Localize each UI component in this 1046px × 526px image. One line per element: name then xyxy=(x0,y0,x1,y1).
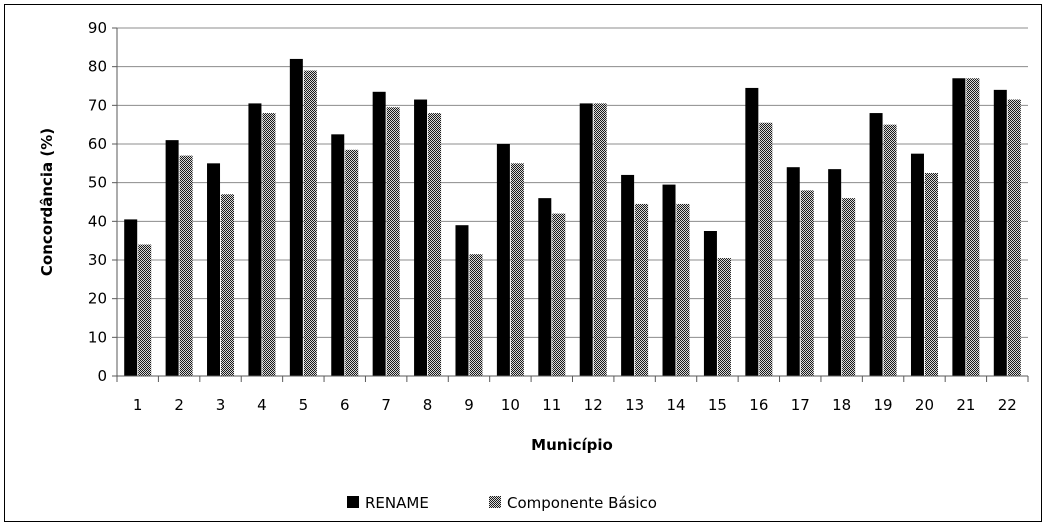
x-tick-label: 9 xyxy=(464,396,474,414)
y-tick-label: 90 xyxy=(88,19,107,37)
x-tick-label: 16 xyxy=(749,396,768,414)
x-tick-label: 8 xyxy=(423,396,433,414)
y-tick-label: 80 xyxy=(88,58,107,76)
x-tick-label: 18 xyxy=(832,396,851,414)
bar-componente-basico xyxy=(303,70,317,377)
bar-rename xyxy=(662,184,676,376)
bar-componente-basico xyxy=(635,203,649,376)
bar-rename xyxy=(952,78,966,377)
bar-rename xyxy=(414,99,428,377)
bar-componente-basico xyxy=(138,244,152,376)
y-tick-label: 10 xyxy=(88,328,107,346)
x-tick-label: 13 xyxy=(625,396,644,414)
bar-rename xyxy=(124,219,138,376)
y-tick-label: 30 xyxy=(88,251,107,269)
bar-componente-basico xyxy=(800,190,814,376)
bar-rename xyxy=(538,198,552,376)
y-axis-title: Concordância (%) xyxy=(38,128,56,276)
bar-componente-basico xyxy=(759,122,773,376)
bar-rename xyxy=(745,87,759,376)
bar-rename xyxy=(993,89,1007,376)
x-tick-label: 5 xyxy=(299,396,309,414)
y-tick-label: 70 xyxy=(88,96,107,114)
bar-componente-basico xyxy=(593,103,607,377)
bar-componente-basico xyxy=(676,203,690,376)
bar-rename xyxy=(289,58,303,376)
x-tick-label: 14 xyxy=(666,396,685,414)
x-tick-label: 7 xyxy=(381,396,391,414)
bar-rename xyxy=(331,134,345,376)
bar-componente-basico xyxy=(842,198,856,376)
y-tick-label: 60 xyxy=(88,135,107,153)
legend: RENAME Componente Básico xyxy=(347,494,657,512)
legend-swatch-componente-basico xyxy=(489,496,501,508)
x-axis-title: Município xyxy=(531,436,613,454)
legend-label-rename: RENAME xyxy=(365,494,429,512)
x-tick-label: 2 xyxy=(174,396,184,414)
legend-swatch-rename xyxy=(347,496,359,508)
bar-rename xyxy=(828,169,842,376)
bar-componente-basico xyxy=(510,163,524,376)
x-tick-label: 15 xyxy=(708,396,727,414)
bar-componente-basico xyxy=(221,194,235,376)
bar-componente-basico xyxy=(883,124,897,377)
y-tick-label: 20 xyxy=(88,290,107,308)
x-tick-label: 3 xyxy=(216,396,226,414)
bar-rename xyxy=(496,144,510,376)
bar-componente-basico xyxy=(717,258,731,376)
bar-rename xyxy=(910,153,924,376)
bar-componente-basico xyxy=(924,173,938,376)
y-tick-label: 50 xyxy=(88,174,107,192)
legend-label-componente-basico: Componente Básico xyxy=(507,494,657,512)
x-tick-label: 4 xyxy=(257,396,267,414)
x-tick-label: 20 xyxy=(915,396,934,414)
x-tick-label: 22 xyxy=(998,396,1017,414)
x-tick-label: 10 xyxy=(501,396,520,414)
x-tick-label: 6 xyxy=(340,396,350,414)
bars xyxy=(124,58,1021,377)
bar-rename xyxy=(248,103,262,377)
bar-componente-basico xyxy=(469,254,483,376)
bar-rename xyxy=(372,91,386,377)
bar-componente-basico xyxy=(966,78,980,377)
bar-componente-basico xyxy=(262,113,276,377)
bar-componente-basico xyxy=(345,149,359,376)
y-tick-label: 0 xyxy=(97,367,107,385)
bar-rename xyxy=(207,163,221,376)
bar-componente-basico xyxy=(428,113,442,377)
bar-rename xyxy=(455,225,469,376)
bar-componente-basico xyxy=(386,107,400,377)
x-tick-label: 17 xyxy=(791,396,810,414)
bar-rename xyxy=(703,231,717,376)
bar-componente-basico xyxy=(179,155,193,376)
x-tick-label: 11 xyxy=(542,396,561,414)
bar-rename xyxy=(621,174,635,376)
bar-rename xyxy=(165,140,179,376)
bar-componente-basico xyxy=(1007,99,1021,377)
bar-componente-basico xyxy=(552,213,566,376)
x-tick-label: 12 xyxy=(584,396,603,414)
bar-rename xyxy=(786,167,800,376)
y-tick-label: 40 xyxy=(88,212,107,230)
x-tick-label: 1 xyxy=(133,396,143,414)
bar-rename xyxy=(579,103,593,377)
bar-rename xyxy=(869,113,883,377)
x-tick-label: 19 xyxy=(874,396,893,414)
x-tick-label: 21 xyxy=(956,396,975,414)
